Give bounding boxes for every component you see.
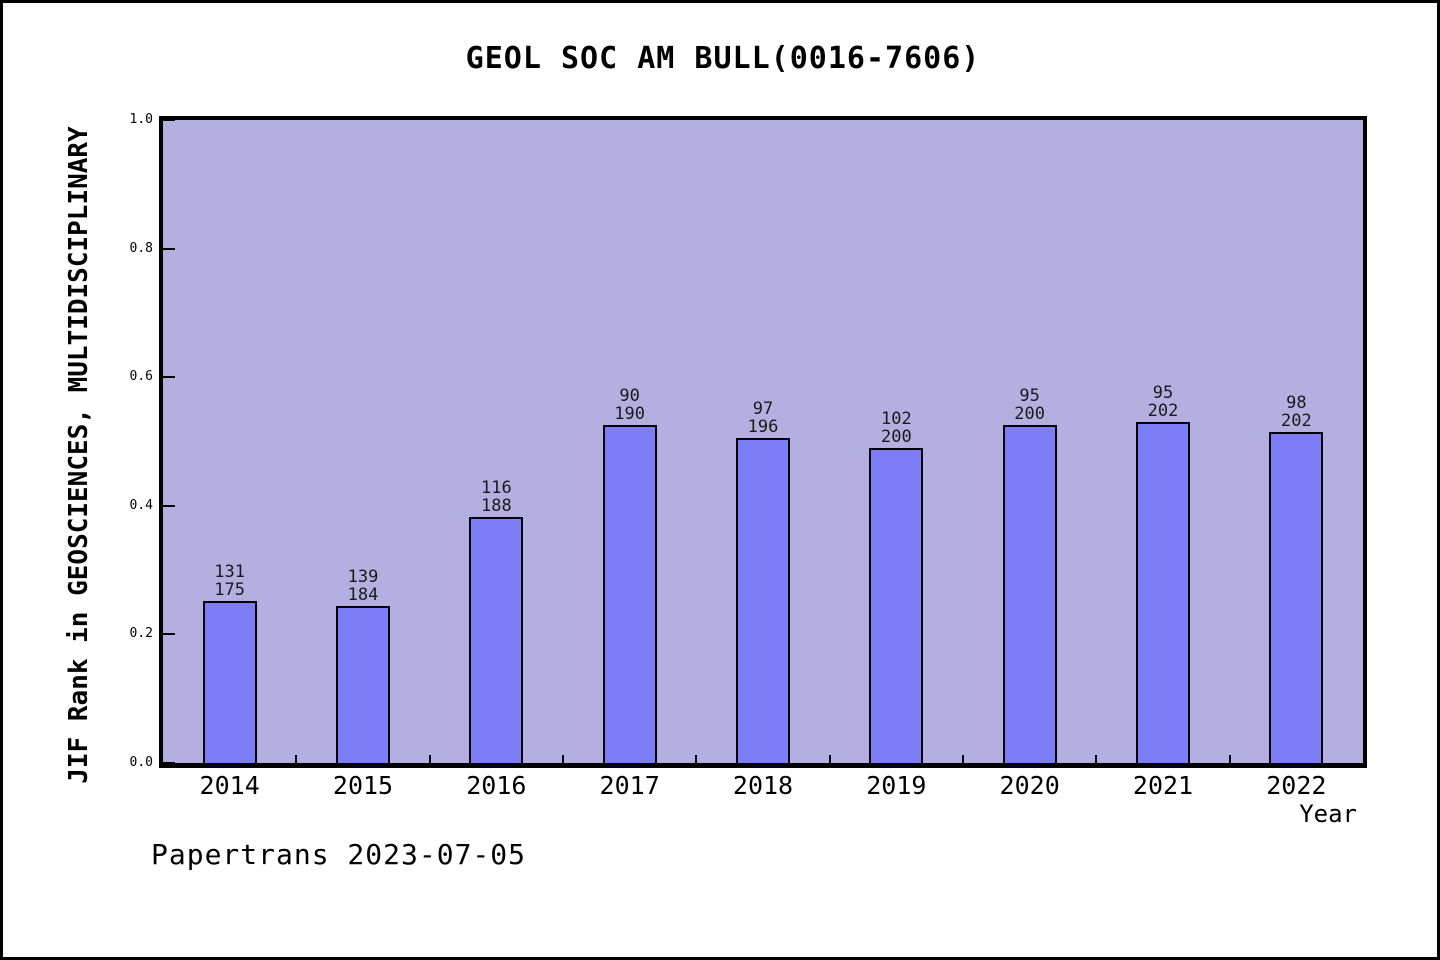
x-minor-tick-mark: [695, 755, 698, 763]
bar-total-value: 190: [614, 404, 646, 424]
y-tick-label: 1.0: [129, 112, 153, 127]
bar-rank-value: 95: [1152, 383, 1174, 403]
x-minor-tick-mark: [562, 755, 564, 763]
bar-total-value: 196: [747, 417, 779, 437]
x-minor-tick-mark: [295, 755, 298, 763]
x-tick-label-2018: 2018: [732, 771, 794, 800]
bar-2017: [602, 425, 657, 763]
bar-total-value: 188: [480, 496, 512, 516]
bar-value-label-2017: 90 190: [570, 387, 690, 423]
y-tick-mark: [163, 119, 175, 121]
y-tick-mark: [163, 247, 175, 250]
bar-value-label-2018: 97 196: [703, 400, 823, 436]
x-minor-tick-mark: [1095, 755, 1098, 763]
bar-2018: [736, 438, 790, 763]
y-tick-label: 0.0: [129, 755, 153, 770]
bar-rank-value: 139: [347, 567, 379, 587]
bar-total-value: 184: [347, 585, 379, 605]
bar-2016: [469, 517, 524, 763]
bar-rank-value: 116: [480, 478, 512, 498]
y-tick-mark: [163, 762, 175, 764]
bar-2015: [336, 606, 390, 763]
bar-total-value: 200: [1014, 404, 1046, 424]
x-tick-label-2016: 2016: [466, 771, 527, 800]
bar-2020: [1002, 425, 1057, 763]
bar-value-label-2019: 102 200: [836, 410, 956, 446]
bar-rank-value: 90: [619, 386, 640, 406]
bar-rank-value: 131: [214, 562, 246, 582]
x-minor-tick-mark: [962, 755, 964, 763]
y-tick-label: 0.2: [129, 626, 153, 642]
x-minor-tick-mark: [428, 755, 431, 763]
x-tick-label-2019: 2019: [866, 771, 927, 800]
y-tick-mark: [163, 376, 175, 379]
x-minor-tick-mark: [1228, 755, 1231, 763]
y-tick-mark: [163, 504, 175, 507]
y-tick-label: 0.8: [129, 240, 153, 256]
x-tick-label-2017: 2017: [599, 771, 660, 800]
bar-value-label-2016: 116 188: [436, 479, 556, 515]
bar-rank-value: 102: [880, 409, 912, 429]
bar-value-label-2014: 131 175: [170, 563, 290, 599]
bar-total-value: 202: [1280, 411, 1312, 431]
x-tick-label-2014: 2014: [199, 771, 260, 800]
bar-total-value: 202: [1147, 401, 1179, 421]
x-tick-label-2022: 2022: [1266, 771, 1327, 800]
x-minor-tick-mark: [828, 755, 831, 763]
watermark-text: Papertrans 2023-07-05: [151, 838, 527, 871]
x-axis-title: Year: [1299, 800, 1357, 828]
bar-value-label-2015: 139 184: [303, 568, 423, 604]
bar-rank-value: 98: [1286, 393, 1307, 413]
bar-total-value: 175: [214, 580, 246, 600]
bar-value-label-2021: 95 202: [1103, 384, 1223, 420]
y-tick-label: 0.6: [129, 369, 153, 385]
bar-2019: [869, 448, 924, 763]
y-tick-mark: [163, 633, 175, 636]
chart-title: GEOL SOC AM BULL(0016-7606): [465, 41, 981, 76]
bar-total-value: 200: [880, 427, 912, 447]
bar-2021: [1136, 422, 1190, 763]
x-tick-label-2021: 2021: [1132, 771, 1194, 800]
y-tick-label: 0.4: [129, 497, 153, 513]
x-tick-label-2015: 2015: [332, 771, 394, 800]
x-tick-label-2020: 2020: [999, 771, 1060, 800]
bar-value-label-2022: 98 202: [1236, 394, 1356, 430]
bar-2022: [1269, 432, 1324, 763]
bar-2014: [202, 601, 257, 763]
bar-value-label-2020: 95 200: [970, 387, 1090, 423]
y-axis-title: JIF Rank in GEOSCIENCES, MULTIDISCIPLINA…: [64, 126, 94, 784]
bar-rank-value: 95: [1019, 386, 1040, 406]
bar-rank-value: 97: [752, 399, 774, 419]
plot-area: 131 175 139 184 116 188 90 190 97 196 102 200 95 200 9…: [159, 116, 1367, 768]
